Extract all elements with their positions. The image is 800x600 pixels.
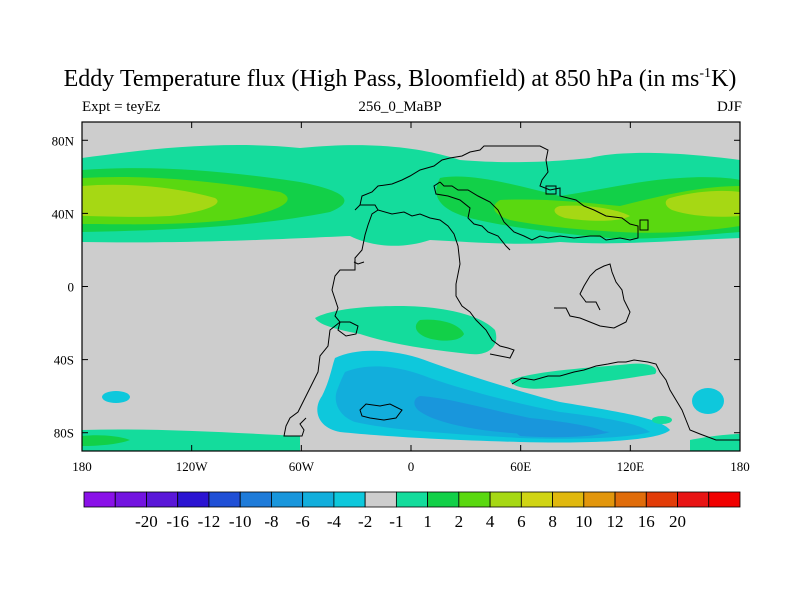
colorbar-swatch <box>677 491 710 508</box>
continent-outline-antarctic-interior <box>359 403 403 421</box>
colorbar-swatch <box>552 491 585 508</box>
antarctic-band-level-2 <box>82 429 740 451</box>
continent-outline-tethys-islands <box>353 185 649 265</box>
colorbar-label: 10 <box>575 512 592 531</box>
colorbar-label: 20 <box>669 512 686 531</box>
continent-outline-tethys-margin <box>433 181 511 251</box>
colorbar-label: 4 <box>486 512 495 531</box>
x-tick-label: 180 <box>72 459 92 474</box>
colorbar-swatch <box>708 491 741 508</box>
colorbar-label: -2 <box>358 512 372 531</box>
colorbar-label: 12 <box>607 512 624 531</box>
continent-outline-eastern-america <box>337 321 359 337</box>
se-pacific-patch <box>692 388 724 414</box>
season-label: DJF <box>716 99 742 115</box>
y-tick-label: 40N <box>52 206 75 221</box>
colorbar-swatch <box>583 491 616 508</box>
colorbar-swatch <box>302 491 335 508</box>
colorbar-swatch <box>645 491 678 508</box>
colorbar-label: -20 <box>135 512 158 531</box>
colorbar-swatch <box>364 491 397 508</box>
x-tick-label: 60W <box>289 459 315 474</box>
continent-outline-laurasia <box>359 145 639 241</box>
colorbar-swatch <box>239 491 272 508</box>
y-tick-label: 80S <box>54 426 74 441</box>
sw-pacific-patch <box>102 391 130 403</box>
y-axis: 80N 40N 0 40S 80S <box>52 133 740 441</box>
colorbar-swatch <box>83 491 116 508</box>
so-track-level-minus-2 <box>335 366 650 439</box>
antarctic-band-level-4 <box>82 435 130 446</box>
colorbar: -20 -16 -12 -10 -8 -6 -4 -2 -1 1 2 4 6 8 10 12 16 20 <box>83 491 741 531</box>
tasman-patch <box>652 416 672 424</box>
x-tick-label: 180 <box>730 459 750 474</box>
colorbar-label: 2 <box>455 512 464 531</box>
colorbar-swatch <box>614 491 647 508</box>
x-tick-label: 120W <box>176 459 209 474</box>
tropical-band-level-4 <box>415 319 464 341</box>
colorbar-label: -10 <box>229 512 252 531</box>
colorbar-label: 16 <box>638 512 655 531</box>
colorbar-swatch <box>395 491 429 508</box>
colorbar-label: 1 <box>423 512 432 531</box>
y-tick-label: 0 <box>68 280 75 295</box>
colorbar-swatch <box>458 491 491 508</box>
colorbar-swatch <box>520 491 553 508</box>
x-axis: 180 120W 60W 0 60E 120E 180 <box>72 122 750 474</box>
continent-outline-western-america <box>283 204 379 437</box>
tropical-band-level-2 <box>315 306 497 355</box>
continent-outlines <box>283 145 740 441</box>
colorbar-label: 6 <box>517 512 526 531</box>
colorbar-label: -12 <box>198 512 221 531</box>
run-label: 256_0_MaBP <box>358 99 442 115</box>
colorbar-swatch <box>208 491 241 508</box>
x-tick-label: 60E <box>510 459 531 474</box>
colorbar-swatch <box>114 491 147 508</box>
colorbar-swatch <box>271 491 304 508</box>
so-core-level-minus-4 <box>414 396 610 438</box>
colorbar-swatch <box>146 491 179 508</box>
colorbar-swatch <box>427 491 460 508</box>
colorbar-label: -16 <box>166 512 189 531</box>
experiment-label: Expt = teyEz <box>82 99 161 115</box>
contour-field <box>82 145 740 451</box>
colorbar-label: -4 <box>327 512 342 531</box>
colorbar-label: -1 <box>389 512 403 531</box>
x-tick-label: 120E <box>617 459 645 474</box>
colorbar-label: -8 <box>264 512 278 531</box>
y-tick-label: 40S <box>54 353 74 368</box>
chart-title: Eddy Temperature flux (High Pass, Bloomf… <box>63 66 737 92</box>
continent-outline-australia-india <box>554 263 631 329</box>
continent-outline-north-africa <box>377 209 515 359</box>
colorbar-swatch <box>177 491 210 508</box>
s-indian-patch <box>510 363 657 389</box>
x-tick-label: 0 <box>408 459 415 474</box>
colorbar-label: -6 <box>296 512 310 531</box>
colorbar-swatch <box>489 491 522 508</box>
y-tick-label: 80N <box>52 133 75 148</box>
nh-core-level-8 <box>82 184 740 221</box>
continent-outline-antarctica <box>511 359 740 441</box>
colorbar-swatch <box>333 491 366 508</box>
colorbar-label: 8 <box>548 512 557 531</box>
